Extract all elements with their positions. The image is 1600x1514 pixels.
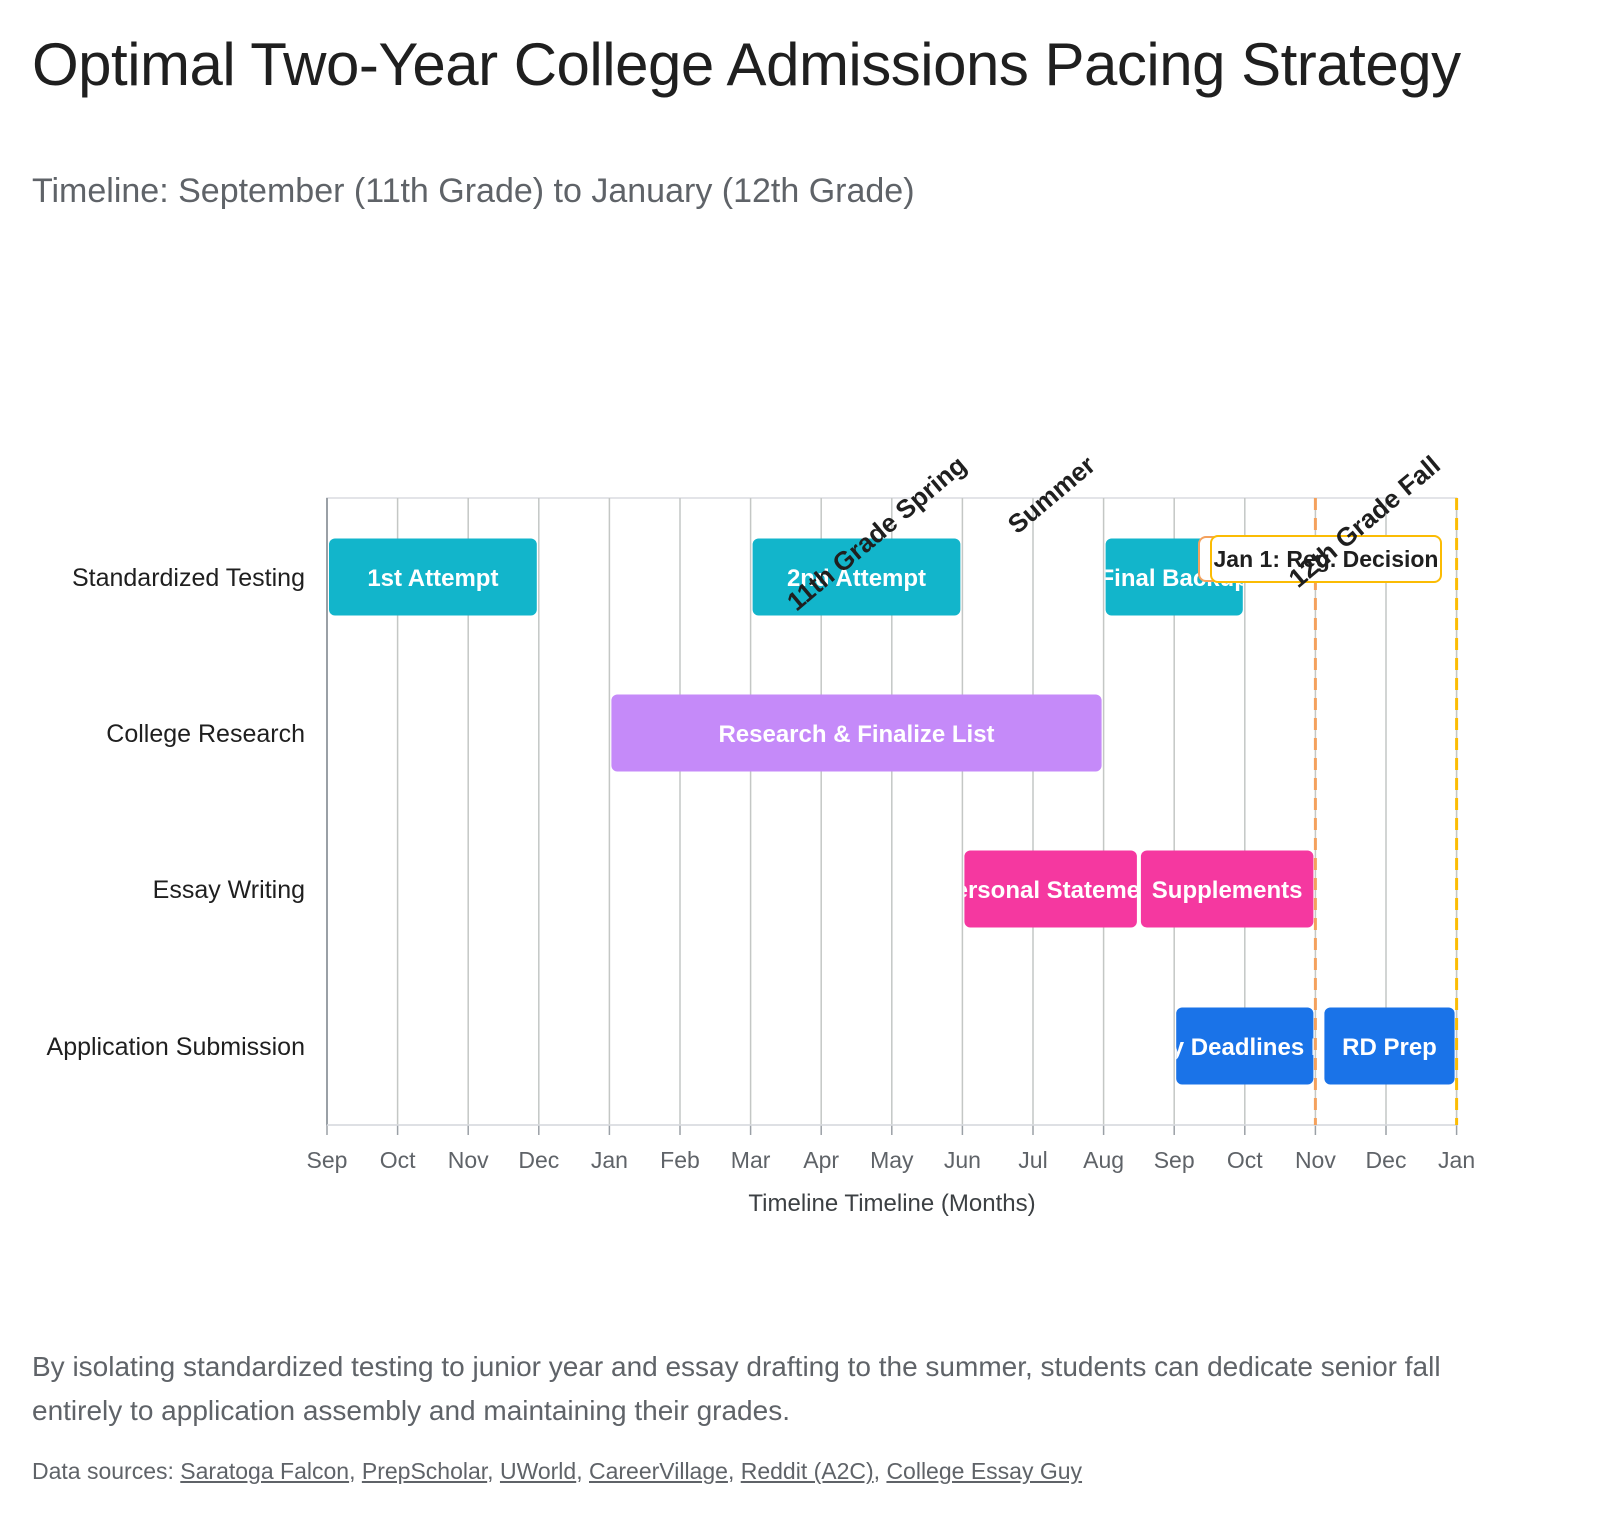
marker-annotation-label: Jan 1: Reg. Decision [1214,546,1439,572]
bar-label: Personal Statement [939,877,1163,904]
bar-label: RD Prep [1342,1034,1437,1061]
x-tick-label: May [870,1147,914,1173]
x-tick-label: Mar [731,1147,771,1173]
source-link-careervillage[interactable]: CareerVillage [589,1458,728,1484]
bar-label: 1st Attempt [367,565,498,592]
gantt-chart: Sep Oct Nov Dec Jan Feb Mar Apr May Jun Jul Aug Sep O… [47,450,1476,1217]
x-tick-label: Nov [1295,1147,1336,1173]
x-tick-label: Oct [380,1147,416,1173]
category-label: College Research [106,720,305,748]
page-subtitle: Timeline: September (11th Grade) to Janu… [32,172,915,210]
x-tick-label: Sep [307,1147,348,1173]
bar-label: Supplements [1152,877,1303,904]
source-link-prepscholar[interactable]: PrepScholar [361,1458,488,1484]
page-title: Optimal Two-Year College Admissions Paci… [32,31,1461,98]
chart-description: By isolating standardized testing to jun… [32,1351,1441,1426]
sources-label: Data sources: [32,1458,174,1484]
gantt-bar [964,850,1137,928]
bar-label: Research & Finalize List [718,721,994,748]
x-tick-label: Jan [1438,1147,1475,1173]
gantt-bar [1324,1007,1455,1085]
category-label: Standardized Testing [72,564,305,592]
gantt-bar [611,694,1102,772]
x-tick-label: Apr [803,1147,839,1173]
gantt-bar [1140,850,1314,928]
bar-label: 2nd Attempt [787,565,926,592]
category-label: Essay Writing [153,876,305,904]
gantt-bar [1176,1007,1314,1085]
category-label: Application Submission [47,1033,305,1061]
source-link-uworld[interactable]: UWorld [499,1458,577,1484]
x-tick-label: Oct [1227,1147,1263,1173]
x-tick-label: Jun [944,1147,981,1173]
gantt-bar [752,538,961,616]
x-tick-label: Dec [1366,1147,1407,1173]
x-tick-label: Feb [660,1147,700,1173]
x-tick-label: Sep [1154,1147,1195,1173]
phase-label: Summer [1002,450,1101,540]
x-tick-label: Jul [1018,1147,1047,1173]
x-axis-label: Timeline Timeline (Months) [748,1190,1035,1217]
bar-label: Early Deadlines Prep [1125,1034,1364,1061]
gantt-bar [329,538,537,616]
x-tick-label: Jan [591,1147,628,1173]
x-tick-label: Aug [1083,1147,1124,1173]
source-link-reddit-a2c[interactable]: Reddit (A2C) [740,1458,874,1484]
x-tick-label: Nov [448,1147,489,1173]
marker-annotation-box [1210,535,1442,583]
x-tick-label: Dec [518,1147,559,1173]
data-sources: Data sources: Saratoga Falcon, PrepSchol… [32,1458,1083,1484]
source-link-college-essay-guy[interactable]: College Essay Guy [886,1458,1083,1484]
source-link-saratoga-falcon[interactable]: Saratoga Falcon [180,1458,350,1484]
